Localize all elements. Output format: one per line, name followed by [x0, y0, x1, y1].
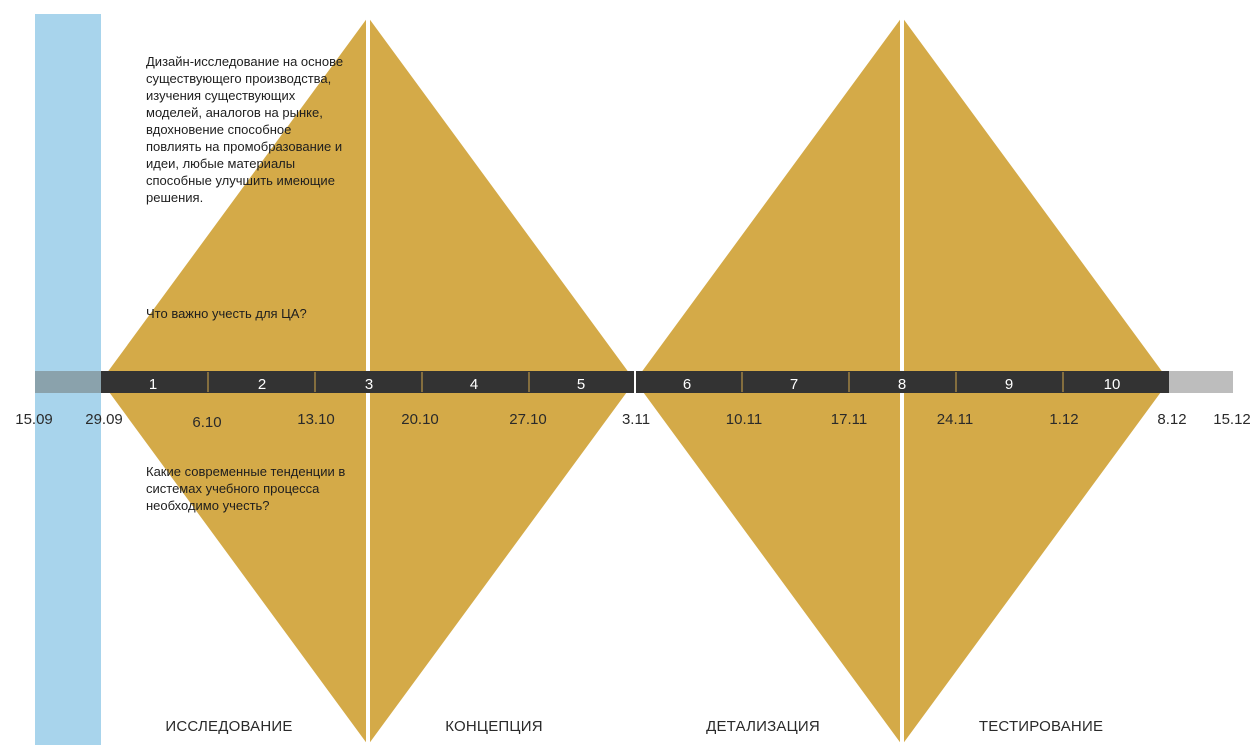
- date-label: 15.09: [15, 411, 53, 428]
- phase-label-research: ИССЛЕДОВАНИЕ: [165, 718, 293, 735]
- week-label: 4: [469, 376, 479, 393]
- week-label: 6: [682, 376, 692, 393]
- week-label: 9: [1004, 376, 1014, 393]
- date-label: 10.11: [725, 411, 763, 428]
- timeline-end-segment: [1169, 371, 1233, 393]
- week-label: 2: [257, 376, 267, 393]
- week-label: 7: [789, 376, 799, 393]
- date-label: 27.10: [509, 411, 547, 428]
- date-label: 29.09: [85, 411, 123, 428]
- week-label: 5: [576, 376, 586, 393]
- question-target-audience: Что важно учесть для ЦА?: [146, 306, 307, 321]
- phase-label-testing: ТЕСТИРОВАНИЕ: [978, 718, 1104, 735]
- date-label: 20.10: [401, 411, 439, 428]
- phase-label-concept: КОНЦЕПЦИЯ: [445, 718, 543, 735]
- week-label: 3: [364, 376, 374, 393]
- week-separators: [207, 372, 1064, 392]
- date-label: 13.10: [297, 411, 335, 428]
- week-label: 10: [1103, 376, 1121, 393]
- date-label: 17.11: [830, 411, 868, 428]
- date-label: 8.12: [1157, 411, 1187, 428]
- date-label: 24.11: [936, 411, 974, 428]
- question-trends: Какие современные тенденции в системах у…: [146, 464, 346, 513]
- research-description: Дизайн-исследование на основе существующ…: [146, 54, 344, 205]
- date-label: 3.11: [621, 411, 651, 428]
- date-label: 15.12: [1213, 411, 1251, 428]
- timeline-start-segment: [35, 371, 101, 393]
- week-label: 1: [148, 376, 158, 393]
- date-label: 6.10: [192, 414, 222, 431]
- week-label: 8: [897, 376, 907, 393]
- phase-label-detailing: ДЕТАЛИЗАЦИЯ: [706, 718, 820, 735]
- date-label: 1.12: [1049, 411, 1079, 428]
